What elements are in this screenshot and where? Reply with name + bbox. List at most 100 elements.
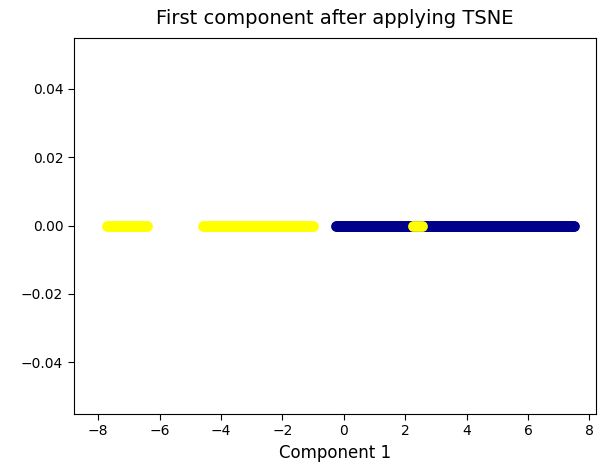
Point: [141, 222, 150, 229]
Point: [139, 222, 149, 229]
Point: [464, 222, 474, 229]
Point: [545, 222, 554, 229]
Point: [419, 222, 429, 229]
Point: [528, 222, 538, 229]
Point: [543, 222, 553, 229]
Point: [499, 222, 509, 229]
Point: [200, 222, 210, 229]
Point: [446, 222, 456, 229]
Point: [378, 222, 388, 229]
Point: [255, 222, 265, 229]
Point: [414, 222, 424, 229]
Point: [121, 222, 131, 229]
Point: [507, 222, 516, 229]
Point: [335, 222, 344, 229]
Point: [419, 222, 429, 229]
Point: [287, 222, 297, 229]
Point: [375, 222, 385, 229]
Point: [569, 222, 578, 229]
Point: [351, 222, 360, 229]
Point: [262, 222, 272, 229]
Point: [441, 222, 451, 229]
Point: [302, 222, 312, 229]
Point: [229, 222, 239, 229]
Point: [371, 222, 381, 229]
Point: [454, 222, 464, 229]
Point: [448, 222, 458, 229]
Point: [535, 222, 545, 229]
Point: [499, 222, 508, 229]
Point: [453, 222, 462, 229]
Point: [204, 222, 214, 229]
Point: [443, 222, 453, 229]
Point: [297, 222, 307, 229]
Point: [382, 222, 392, 229]
Point: [490, 222, 500, 229]
Point: [481, 222, 491, 229]
Point: [549, 222, 559, 229]
Point: [301, 222, 311, 229]
Point: [567, 222, 577, 229]
Point: [569, 222, 579, 229]
Point: [411, 222, 421, 229]
Point: [358, 222, 368, 229]
Point: [346, 222, 356, 229]
Point: [286, 222, 296, 229]
Point: [293, 222, 303, 229]
Point: [517, 222, 527, 229]
Point: [343, 222, 353, 229]
Point: [386, 222, 395, 229]
Point: [206, 222, 216, 229]
Point: [532, 222, 542, 229]
Point: [386, 222, 396, 229]
Point: [414, 222, 424, 229]
Point: [447, 222, 457, 229]
Point: [503, 222, 513, 229]
Point: [424, 222, 434, 229]
Point: [379, 222, 389, 229]
Point: [460, 222, 470, 229]
Point: [240, 222, 250, 229]
Point: [295, 222, 305, 229]
Point: [241, 222, 251, 229]
Point: [119, 222, 129, 229]
Point: [427, 222, 437, 229]
Point: [276, 222, 286, 229]
Point: [398, 222, 408, 229]
Point: [432, 222, 442, 229]
Point: [433, 222, 443, 229]
Point: [340, 222, 349, 229]
Point: [502, 222, 512, 229]
Point: [267, 222, 277, 229]
Point: [426, 222, 436, 229]
Point: [556, 222, 566, 229]
Point: [399, 222, 409, 229]
Point: [303, 222, 313, 229]
Point: [285, 222, 295, 229]
Point: [492, 222, 502, 229]
Point: [542, 222, 551, 229]
Point: [561, 222, 571, 229]
Point: [209, 222, 219, 229]
Point: [497, 222, 507, 229]
Point: [483, 222, 492, 229]
Point: [216, 222, 226, 229]
Point: [402, 222, 412, 229]
Point: [222, 222, 232, 229]
Point: [459, 222, 468, 229]
Point: [506, 222, 516, 229]
Point: [495, 222, 505, 229]
Point: [393, 222, 403, 229]
Point: [373, 222, 383, 229]
Point: [563, 222, 573, 229]
Point: [124, 222, 134, 229]
Point: [272, 222, 282, 229]
Point: [469, 222, 479, 229]
Point: [103, 222, 112, 229]
Point: [536, 222, 546, 229]
Point: [223, 222, 233, 229]
Point: [437, 222, 447, 229]
Point: [308, 222, 318, 229]
Point: [554, 222, 564, 229]
Point: [251, 222, 261, 229]
